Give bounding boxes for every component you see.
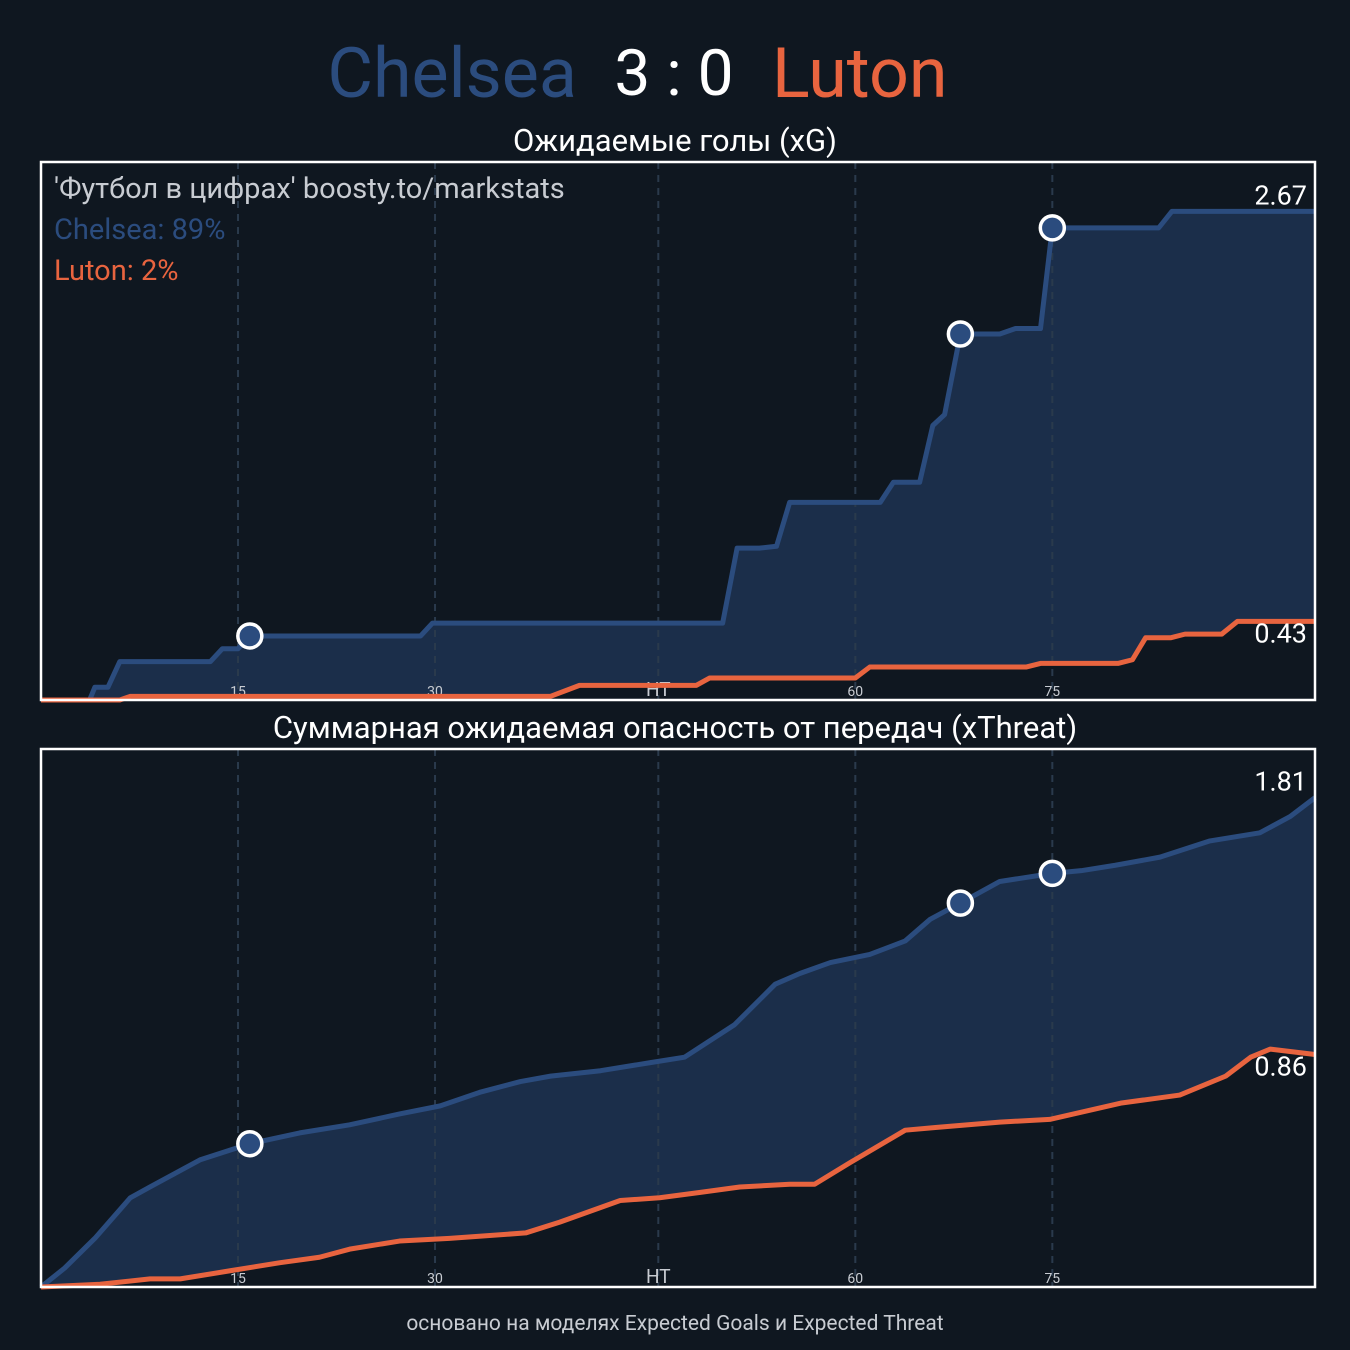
x-tick-label: 30 <box>427 1271 443 1287</box>
end-value-label: 2.67 <box>1254 179 1307 211</box>
goal-marker <box>946 889 975 917</box>
line <box>39 795 1317 1289</box>
plot-frame <box>39 747 1317 1289</box>
x-tick-label: 15 <box>230 1271 246 1287</box>
area <box>41 621 1315 700</box>
x-tick-label: 75 <box>1044 684 1060 700</box>
line <box>41 618 1315 703</box>
away-team: Luton <box>772 33 948 115</box>
x-tick-label: 60 <box>847 684 863 700</box>
goal-marker <box>236 622 264 650</box>
goal-marker <box>1038 859 1067 888</box>
home-team: Chelsea <box>327 33 577 115</box>
line <box>41 208 1315 703</box>
goal-marker <box>946 320 975 348</box>
goal-marker <box>1038 214 1067 242</box>
annotation: Luton: 2% <box>54 254 179 288</box>
x-tick-label: HT <box>646 678 671 701</box>
score: 3 : 0 <box>614 36 733 111</box>
line <box>40 1046 1316 1290</box>
footer: основано на моделях Expected Goals и Exp… <box>406 1312 943 1336</box>
panel-title: Суммарная ожидаемая опасность от передач… <box>273 709 1077 746</box>
annotation: 'Футбол в цифрах' boosty.to/markstats <box>54 172 565 206</box>
x-tick-label: 75 <box>1044 1271 1060 1287</box>
goal-marker <box>236 1129 264 1158</box>
panel-title: Ожидаемые голы (xG) <box>513 122 837 159</box>
end-value-label: 0.86 <box>1254 1050 1307 1082</box>
end-value-label: 0.43 <box>1254 617 1307 649</box>
area <box>41 211 1315 701</box>
annotation: Chelsea: 89% <box>54 213 225 247</box>
x-tick-label: HT <box>646 1265 671 1288</box>
end-value-label: 1.81 <box>1254 766 1307 798</box>
plot-frame <box>39 160 1317 702</box>
area <box>41 1049 1315 1287</box>
x-tick-label: 60 <box>847 1271 863 1287</box>
